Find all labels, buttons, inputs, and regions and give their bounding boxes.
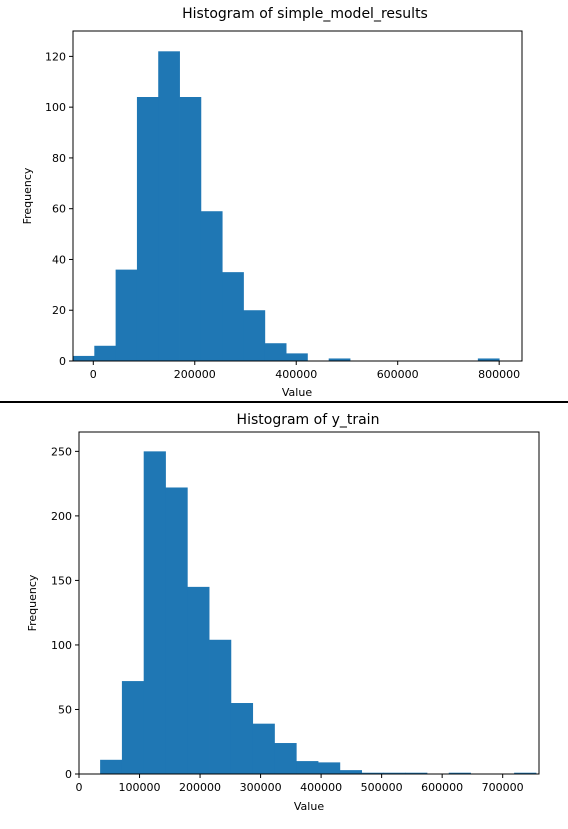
histogram-bar bbox=[252, 723, 275, 774]
x-tick-label: 500000 bbox=[361, 781, 403, 794]
divider bbox=[0, 401, 568, 403]
x-tick-label: 600000 bbox=[421, 781, 463, 794]
histogram-bar bbox=[143, 451, 166, 774]
histogram-bar bbox=[115, 269, 138, 361]
x-tick-label: 300000 bbox=[240, 781, 282, 794]
plot-frame bbox=[78, 431, 540, 775]
y-tick-label: 50 bbox=[58, 703, 72, 716]
x-tick-label: 0 bbox=[76, 781, 83, 794]
histogram-bar bbox=[448, 772, 471, 774]
x-tick-label: 400000 bbox=[300, 781, 342, 794]
plot-frame bbox=[72, 30, 523, 362]
histogram-bar bbox=[200, 211, 223, 361]
histogram-bar bbox=[136, 97, 159, 361]
x-tick-label: 0 bbox=[90, 368, 97, 381]
y-tick-label: 0 bbox=[65, 768, 72, 781]
x-tick-label: 200000 bbox=[179, 781, 221, 794]
y-axis-label: Frequency bbox=[26, 574, 39, 631]
histogram-y-train: Histogram of y_train 0 100000 200000 300000… bbox=[26, 412, 540, 813]
histogram-bar bbox=[286, 353, 308, 361]
histogram-bar bbox=[179, 97, 202, 361]
histogram-bar bbox=[274, 743, 297, 774]
histogram-bar bbox=[165, 487, 188, 774]
histogram-bar bbox=[339, 770, 362, 774]
x-tick-label: 100000 bbox=[119, 781, 161, 794]
histogram-bar bbox=[477, 358, 500, 361]
histogram-bar bbox=[383, 772, 406, 774]
chart-title: Histogram of simple_model_results bbox=[182, 6, 428, 22]
y-tick-label: 120 bbox=[45, 50, 66, 63]
y-tick-label: 250 bbox=[51, 445, 72, 458]
x-tick-label: 200000 bbox=[174, 368, 216, 381]
histogram-bar bbox=[264, 343, 287, 361]
y-tick-label: 200 bbox=[51, 510, 72, 523]
y-tick-label: 60 bbox=[52, 203, 66, 216]
histogram-bar bbox=[328, 358, 351, 361]
x-axis-label: Value bbox=[282, 386, 312, 399]
y-tick-label: 0 bbox=[59, 355, 66, 368]
histogram-bar bbox=[100, 759, 123, 774]
y-tick-label: 40 bbox=[52, 253, 66, 266]
x-tick-label: 800000 bbox=[478, 368, 520, 381]
histogram-bar bbox=[209, 639, 232, 774]
histogram-bar bbox=[318, 762, 341, 774]
histogram-bar bbox=[73, 355, 95, 361]
y-tick-label: 150 bbox=[51, 574, 72, 587]
y-axis-label: Frequency bbox=[21, 167, 34, 224]
x-axis-label: Value bbox=[294, 800, 324, 813]
histogram-bar bbox=[243, 310, 266, 361]
histogram-bar bbox=[187, 586, 210, 774]
histogram-bar bbox=[121, 681, 145, 774]
histogram-bar bbox=[514, 772, 537, 774]
y-tick-label: 100 bbox=[51, 639, 72, 652]
y-tick-label: 100 bbox=[45, 101, 66, 114]
x-tick-label: 700000 bbox=[482, 781, 524, 794]
histogram-bar bbox=[94, 345, 117, 361]
histogram-bar bbox=[361, 772, 384, 774]
y-tick-label: 80 bbox=[52, 152, 66, 165]
histogram-simple-model-results: Histogram of simple_model_results 0 20000… bbox=[21, 6, 523, 399]
histogram-bar bbox=[230, 703, 254, 774]
x-tick-label: 400000 bbox=[275, 368, 317, 381]
y-tick-label: 20 bbox=[52, 304, 66, 317]
histogram-bar bbox=[222, 272, 244, 361]
histogram-bar bbox=[158, 51, 180, 362]
histogram-bar bbox=[405, 772, 428, 774]
x-tick-label: 600000 bbox=[377, 368, 419, 381]
chart-title: Histogram of y_train bbox=[237, 412, 380, 428]
histogram-bar bbox=[296, 761, 319, 774]
